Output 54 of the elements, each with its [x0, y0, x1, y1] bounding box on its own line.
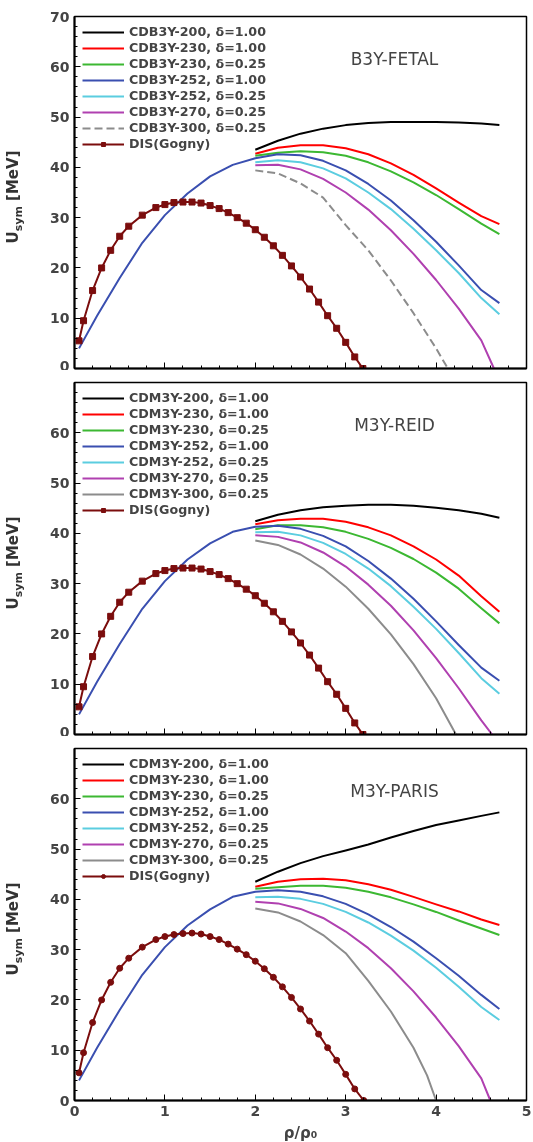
y-tick-label: 30 [50, 209, 70, 226]
y-tick-label: 50 [50, 841, 70, 858]
x-tick-label: 2 [250, 1102, 261, 1119]
annotation: M3Y-REID [354, 414, 435, 435]
y-tick-label: 10 [50, 1042, 70, 1059]
legend-label: CDM3Y-300, δ=0.25 [129, 852, 269, 867]
x-axis-title: ρ/ρ₀ [283, 1123, 318, 1142]
legend-label: DIS(Gogny) [129, 136, 211, 151]
legend-label: CDB3Y-200, δ=1.00 [129, 24, 266, 39]
y-tick-label: 30 [50, 941, 70, 958]
legend-label: CDB3Y-270, δ=0.25 [129, 104, 266, 119]
y-tick-label: 0 [59, 357, 70, 374]
x-tick-label: 4 [431, 1102, 442, 1119]
y-tick-label: 60 [50, 58, 70, 75]
x-tick-label: 1 [160, 1102, 170, 1119]
annotation: M3Y-PARIS [350, 780, 439, 801]
legend-label: CDM3Y-252, δ=0.25 [129, 454, 269, 469]
y-tick-label: 20 [50, 625, 70, 642]
x-tick-label: 3 [340, 1102, 351, 1119]
y-tick-label: 60 [50, 790, 70, 807]
y-tick-label: 40 [50, 891, 70, 908]
y-tick-label: 20 [50, 259, 70, 276]
legend-label: CDM3Y-300, δ=0.25 [129, 486, 269, 501]
y-tick-label: 40 [50, 159, 70, 176]
y-tick-label: 20 [50, 991, 70, 1008]
y-tick-label: 0 [59, 723, 70, 740]
legend-label: CDM3Y-252, δ=0.25 [129, 820, 269, 835]
legend-label: DIS(Gogny) [129, 868, 211, 883]
legend-label: CDM3Y-252, δ=1.00 [129, 804, 269, 819]
legend-label: CDB3Y-300, δ=0.25 [129, 120, 266, 135]
y-tick-label: 30 [50, 575, 70, 592]
y-tick-label: 10 [50, 310, 70, 327]
legend-label: CDB3Y-252, δ=0.25 [129, 88, 266, 103]
y-tick-label: 40 [50, 525, 70, 542]
legend-label: CDM3Y-252, δ=1.00 [129, 438, 269, 453]
legend-label: DIS(Gogny) [129, 502, 211, 517]
legend-label: CDM3Y-230, δ=1.00 [129, 772, 269, 787]
x-tick-label: 5 [521, 1102, 532, 1119]
annotation: B3Y-FETAL [350, 48, 439, 69]
legend-label: CDM3Y-200, δ=1.00 [129, 390, 269, 405]
y-tick-label: 50 [50, 475, 70, 492]
legend-label: CDM3Y-270, δ=0.25 [129, 836, 269, 851]
y-tick-label: 60 [50, 424, 70, 441]
y-tick-label: 10 [50, 676, 70, 693]
y-tick-label: 50 [50, 109, 70, 126]
legend-label: CDM3Y-230, δ=0.25 [129, 422, 269, 437]
legend-label: CDB3Y-252, δ=1.00 [129, 72, 266, 87]
legend-label: CDB3Y-230, δ=0.25 [129, 56, 266, 71]
legend-label: CDB3Y-230, δ=1.00 [129, 40, 266, 55]
legend-label: CDM3Y-270, δ=0.25 [129, 470, 269, 485]
legend-label: CDM3Y-230, δ=1.00 [129, 406, 269, 421]
legend-label: CDM3Y-230, δ=0.25 [129, 788, 269, 803]
y-tick-label: 70 [50, 8, 70, 25]
legend-label: CDM3Y-200, δ=1.00 [129, 756, 269, 771]
